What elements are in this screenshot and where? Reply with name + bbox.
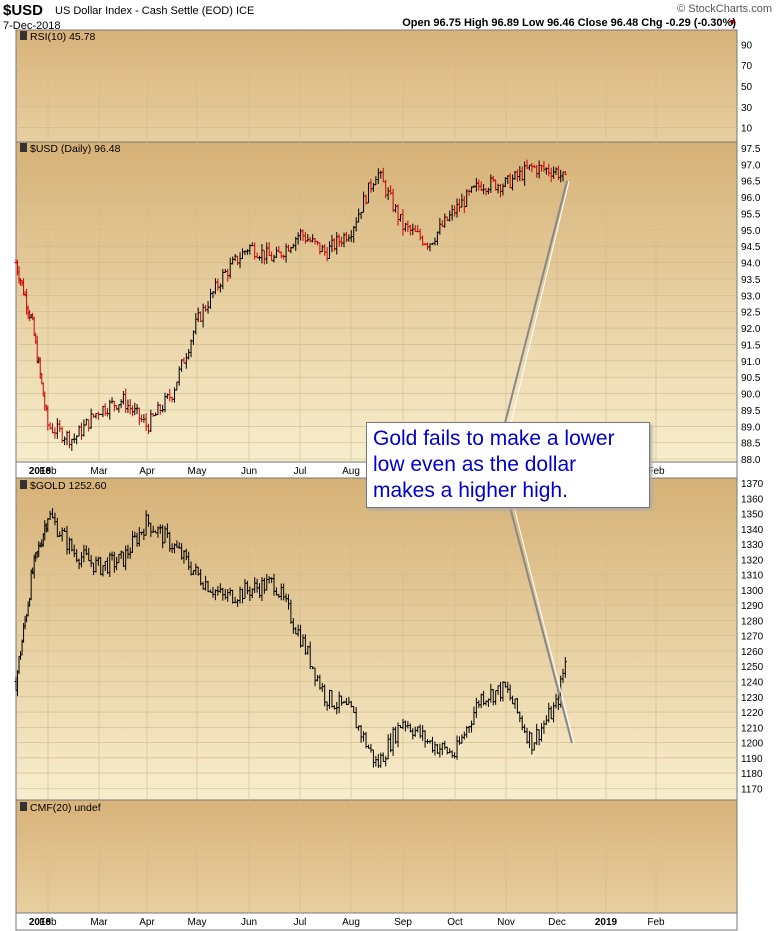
gold-tick-label: 1370 (741, 479, 764, 490)
usd-tick-label: 90.5 (741, 373, 761, 384)
gold-tick-label: 1330 (741, 540, 764, 551)
usd-tick-label: 93.5 (741, 275, 761, 286)
cmf-label: CMF(20) undef (30, 802, 101, 814)
x-tick-label: Aug (342, 466, 360, 477)
gold-tick-label: 1310 (741, 571, 764, 582)
x-tick-label: Sep (394, 917, 412, 928)
rsi-tick-label: 10 (741, 124, 753, 135)
usd-tick-label: 91.0 (741, 357, 761, 368)
gold-tick-label: 1270 (741, 632, 764, 643)
rsi-tick-label: 50 (741, 82, 753, 93)
cmf-panel (15, 799, 738, 914)
rsi-label: RSI(10) 45.78 (30, 31, 96, 43)
chart-date: 7-Dec-2018 (3, 20, 61, 32)
x-tick-label: 2018 (29, 466, 52, 477)
gold-tick-label: 1300 (741, 586, 764, 597)
usd-tick-label: 97.5 (741, 144, 761, 155)
usd-tick-label: 96.0 (741, 193, 761, 204)
usd-tick-label: 92.5 (741, 308, 761, 319)
usd-label: $USD (Daily) 96.48 (30, 143, 121, 155)
gold-tick-label: 1180 (741, 769, 763, 780)
usd-tick-label: 88.5 (741, 439, 761, 450)
callout-pointer-usd-edge (510, 180, 570, 424)
gold-tick-label: 1210 (741, 723, 764, 734)
x-tick-label: Dec (548, 917, 566, 928)
source-credit: © StockCharts.com (677, 3, 772, 15)
x-tick-label: Oct (447, 917, 463, 928)
exchange: ICE (235, 5, 255, 17)
x-tick-label: Mar (90, 917, 108, 928)
gold-tick-label: 1250 (741, 662, 764, 673)
x-tick-label: 2019 (595, 917, 618, 928)
gold-tick-label: 1280 (741, 616, 764, 627)
x-tick-label: Feb (39, 917, 57, 928)
usd-tick-label: 95.0 (741, 226, 761, 237)
rsi-tick-label: 90 (741, 40, 753, 51)
x-tick-label: Jun (241, 917, 257, 928)
x-tick-label: Apr (139, 917, 155, 928)
usd-tick-label: 95.5 (741, 209, 761, 220)
annotation-line-1: Gold fails to make a lower (373, 427, 615, 450)
gold-tick-label: 1190 (741, 754, 763, 765)
gold-tick-label: 1350 (741, 510, 764, 521)
gold-tick-label: 1360 (741, 494, 764, 505)
callout-pointer-gold-edge (513, 506, 575, 744)
usd-tick-label: 97.0 (741, 160, 761, 171)
usd-tick-label: 90.0 (741, 390, 761, 401)
x-tick-label: Feb (39, 466, 57, 477)
usd-tick-label: 96.5 (741, 177, 761, 188)
symbol-title: $USD (3, 2, 43, 19)
gold-tick-label: 1230 (741, 693, 764, 704)
usd-tick-label: 89.0 (741, 422, 761, 433)
gold-tick-label: 1340 (741, 525, 764, 536)
x-tick-label: Mar (90, 466, 108, 477)
x-tick-label: Jun (241, 466, 257, 477)
index-name: US Dollar Index - Cash Settle (EOD) ICE (55, 5, 254, 17)
usd-tick-label: 92.0 (741, 324, 761, 335)
gold-tick-label: 1220 (741, 708, 764, 719)
x-axis-band-bottom (15, 912, 738, 931)
x-tick-label: Apr (139, 466, 155, 477)
instrument-name: US Dollar Index - Cash Settle (EOD) (55, 5, 233, 17)
x-tick-label: Feb (647, 466, 665, 477)
x-tick-label: Jul (294, 466, 307, 477)
gold-tick-label: 1260 (741, 647, 764, 658)
x-tick-label: May (188, 917, 207, 928)
legend-swatch-icon (20, 143, 27, 152)
callout-pointer-usd (504, 180, 568, 424)
x-tick-label: 2018 (29, 917, 52, 928)
annotation-line-3: makes a higher high. (373, 479, 568, 502)
gold-tick-label: 1320 (741, 555, 764, 566)
symbol: $USD (3, 2, 44, 19)
annotation-callout: Gold fails to make a lower low even as t… (366, 422, 650, 508)
gold-label: $GOLD 1252.60 (30, 480, 107, 492)
gold-tick-label: 1290 (741, 601, 764, 612)
x-tick-label: Nov (497, 917, 515, 928)
down-arrow-icon: ▼ (728, 17, 737, 27)
usd-tick-label: 94.5 (741, 242, 761, 253)
legend-swatch-icon (20, 480, 27, 489)
legend-swatch-icon (20, 31, 27, 40)
legend-swatch-icon (20, 802, 27, 811)
usd-tick-label: 94.0 (741, 259, 761, 270)
x-tick-label: Aug (342, 917, 360, 928)
annotation-line-2: low even as the dollar (373, 453, 577, 476)
x-tick-label: Feb (647, 917, 665, 928)
gold-tick-label: 1240 (741, 678, 764, 689)
gold-tick-label: 1200 (741, 739, 764, 750)
rsi-tick-label: 70 (741, 61, 753, 72)
usd-tick-label: 89.5 (741, 406, 761, 417)
x-tick-label: May (188, 466, 207, 477)
rsi-tick-label: 30 (741, 103, 753, 114)
gold-panel (15, 477, 738, 801)
x-tick-label: Jul (294, 917, 307, 928)
usd-panel (15, 141, 738, 463)
ohlc-readout: Open 96.75 High 96.89 Low 96.46 Close 96… (402, 17, 736, 29)
gold-tick-label: 1170 (741, 784, 763, 795)
callout-pointer-gold (509, 506, 573, 744)
usd-tick-label: 88.0 (741, 455, 761, 466)
usd-tick-label: 91.5 (741, 340, 761, 351)
usd-tick-label: 93.0 (741, 291, 761, 302)
